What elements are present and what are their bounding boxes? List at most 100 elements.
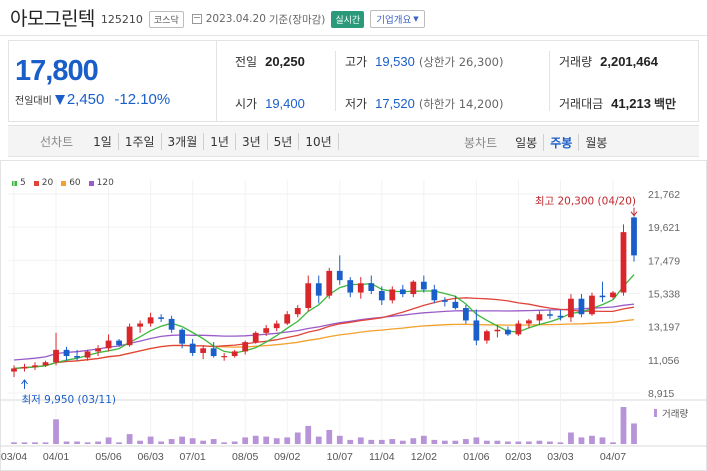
volume-bar: [210, 439, 217, 444]
volume-bar: [326, 430, 333, 444]
candle-chart-label: 봉차트: [464, 136, 498, 150]
candle-body: [505, 329, 511, 335]
volume-bar: [368, 439, 375, 444]
volume-bar: [221, 442, 228, 444]
volume-bar: [84, 442, 91, 444]
x-tick-label: 09/02: [274, 451, 300, 463]
candle-body: [441, 300, 448, 302]
y-tick-label: 13,197: [648, 322, 680, 334]
y-tick-label: 15,338: [648, 289, 680, 301]
candle-body: [147, 317, 154, 324]
volume-bar: [505, 441, 511, 444]
weekly-candle-chart[interactable]: 21,762 19,621 17,479 15,338 13,197 11,056 8,91…: [0, 160, 707, 471]
candle-body: [179, 329, 186, 344]
period-1w[interactable]: 1주일: [119, 132, 162, 150]
candle-body: [410, 281, 417, 295]
legend-label: 5: [20, 178, 26, 188]
x-tick-label: 04/07: [600, 451, 626, 463]
change-label: 전일대비: [15, 96, 52, 107]
stat-sub: (하한가 14,200): [418, 97, 504, 111]
candle-body: [326, 270, 333, 296]
date-suffix: 기준(장마감): [268, 13, 326, 26]
stat-open: 시가 19,400: [235, 95, 305, 112]
x-tick-label: 04/01: [43, 451, 69, 463]
down-arrow-icon: [54, 94, 65, 105]
candle-body: [515, 323, 522, 335]
period-3y[interactable]: 3년: [236, 132, 268, 150]
chevron-down-icon: ▼: [413, 15, 419, 23]
volume-bar: [494, 440, 501, 444]
stat-label: 시가: [235, 97, 258, 111]
volume-bar: [137, 440, 143, 444]
x-tick-label: 03/03: [547, 451, 573, 463]
legend-label: 60: [69, 178, 81, 188]
company-info-button[interactable]: 기업개요 ▼: [370, 10, 425, 28]
stat-value: 19,400: [265, 96, 305, 111]
volume-bar: [105, 437, 112, 444]
candle-body: [462, 308, 469, 321]
period-5y[interactable]: 5년: [268, 132, 300, 150]
y-tick-label: 8,915: [648, 388, 674, 400]
period-3m[interactable]: 3개월: [162, 132, 205, 150]
candle-body: [263, 328, 270, 333]
stat-prev: 전일 20,250: [235, 53, 305, 70]
volume-bar: [399, 440, 406, 444]
volume-bar: [431, 439, 438, 444]
stat-value: 20,250: [265, 54, 305, 69]
stat-label: 거래대금: [559, 97, 604, 111]
candle-weekly[interactable]: 주봉: [544, 134, 580, 151]
stat-label: 거래량: [559, 55, 593, 69]
volume-bar: [126, 434, 133, 444]
candle-body: [347, 280, 354, 293]
candle-body: [599, 295, 606, 298]
volume-bar: [74, 441, 80, 444]
change-value: 2,450: [66, 91, 105, 108]
candle-body: [284, 314, 291, 324]
candle-body: [32, 365, 38, 367]
candle-body: [273, 323, 280, 329]
current-price: 17,800: [15, 55, 99, 87]
candle-monthly[interactable]: 월봉: [585, 136, 608, 150]
candle-body: [231, 351, 238, 357]
stat-low: 저가 17,520 (하한가 14,200): [345, 95, 503, 112]
calendar-icon: [191, 14, 202, 24]
realtime-button[interactable]: 실시간: [331, 10, 365, 28]
volume-bar: [273, 438, 280, 444]
candle-body: [11, 368, 17, 372]
period-1d[interactable]: 1일: [87, 132, 119, 150]
x-tick-label: 06/03: [137, 451, 163, 463]
date-value: 2023.04.20: [205, 13, 266, 25]
legend-label: 120: [96, 178, 114, 188]
volume-bar: [179, 436, 186, 444]
candle-body: [357, 283, 364, 293]
candle-body: [200, 348, 207, 353]
candle-body: [526, 320, 532, 324]
volume-bar: [473, 437, 480, 444]
ma5-line: [13, 274, 635, 370]
stat-value: 2,201,464: [600, 54, 658, 69]
period-10y[interactable]: 10년: [299, 132, 339, 150]
candle-daily[interactable]: 일봉: [509, 134, 545, 151]
candle-body: [452, 301, 459, 309]
x-tick-label: 07/01: [180, 451, 206, 463]
volume-bar: [357, 437, 364, 444]
candle-body: [116, 340, 122, 346]
volume-bar: [568, 432, 574, 444]
x-tick-label: 02/03: [505, 451, 531, 463]
period-bar: 선차트 1일 1주일 3개월 1년 3년 5년 10년 봉차트 일봉 주봉 월봉: [8, 125, 699, 157]
x-tick-label: 10/07: [327, 451, 353, 463]
candle-body: [105, 340, 112, 349]
volume-bar: [158, 441, 165, 444]
candle-period-group: 봉차트 일봉 주봉 월봉: [464, 134, 613, 151]
line-chart-label: 선차트: [40, 134, 74, 149]
volume-bar: [189, 438, 196, 444]
divider: [549, 51, 550, 111]
volume-bar: [347, 439, 354, 444]
volume-bar: [231, 441, 238, 444]
candle-body: [189, 343, 196, 353]
x-tick-label: 03/04: [1, 451, 27, 463]
legend-item-ma120: 120: [88, 178, 114, 188]
x-tick-label: 01/06: [463, 451, 489, 463]
candle-body: [631, 217, 637, 256]
period-1y[interactable]: 1년: [204, 132, 236, 150]
